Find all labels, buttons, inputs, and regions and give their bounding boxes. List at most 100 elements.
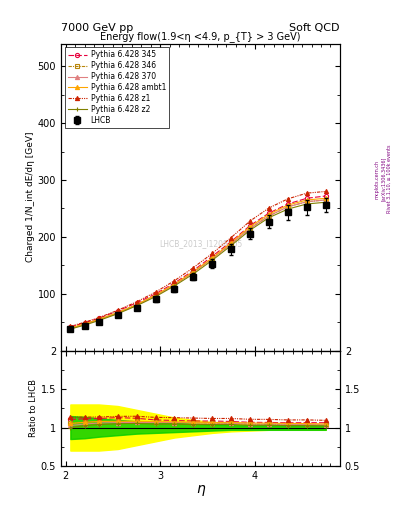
Text: [arXiv:1306.3436]: [arXiv:1306.3436]	[381, 157, 386, 201]
Pythia 6.428 z2	[266, 215, 271, 221]
Pythia 6.428 z2	[172, 283, 177, 289]
Line: Pythia 6.428 370: Pythia 6.428 370	[68, 198, 328, 331]
Pythia 6.428 z2	[82, 322, 87, 328]
Pythia 6.428 z1	[134, 298, 139, 305]
Pythia 6.428 370	[172, 282, 177, 288]
Pythia 6.428 z2	[153, 293, 158, 300]
Pythia 6.428 346	[115, 310, 120, 316]
Text: 7000 GeV pp: 7000 GeV pp	[61, 23, 133, 33]
Pythia 6.428 346	[210, 255, 215, 262]
Pythia 6.428 345	[96, 315, 101, 322]
Pythia 6.428 ambt1	[134, 302, 139, 308]
Pythia 6.428 ambt1	[286, 202, 290, 208]
Pythia 6.428 z1	[115, 307, 120, 313]
Pythia 6.428 ambt1	[305, 197, 309, 203]
Pythia 6.428 z1	[323, 188, 328, 195]
Pythia 6.428 ambt1	[266, 211, 271, 217]
Pythia 6.428 345	[134, 300, 139, 306]
Pythia 6.428 345	[210, 253, 215, 260]
Pythia 6.428 370	[191, 269, 196, 275]
Pythia 6.428 346	[323, 197, 328, 203]
Pythia 6.428 345	[305, 195, 309, 201]
Pythia 6.428 z1	[153, 289, 158, 295]
Pythia 6.428 346	[191, 269, 196, 275]
Pythia 6.428 370	[248, 225, 252, 231]
Pythia 6.428 345	[191, 267, 196, 273]
Line: Pythia 6.428 345: Pythia 6.428 345	[68, 194, 328, 329]
Pythia 6.428 345	[115, 308, 120, 314]
Legend: Pythia 6.428 345, Pythia 6.428 346, Pythia 6.428 370, Pythia 6.428 ambt1, Pythia: Pythia 6.428 345, Pythia 6.428 346, Pyth…	[65, 47, 169, 128]
Pythia 6.428 z1	[96, 315, 101, 321]
Pythia 6.428 345	[172, 280, 177, 286]
X-axis label: η: η	[196, 482, 205, 496]
Pythia 6.428 345	[153, 291, 158, 297]
Pythia 6.428 370	[153, 292, 158, 298]
Pythia 6.428 ambt1	[82, 321, 87, 327]
Pythia 6.428 345	[248, 223, 252, 229]
Pythia 6.428 370	[68, 326, 73, 332]
Pythia 6.428 370	[229, 241, 233, 247]
Pythia 6.428 370	[115, 310, 120, 316]
Pythia 6.428 z2	[96, 317, 101, 324]
Pythia 6.428 346	[153, 292, 158, 298]
Line: Pythia 6.428 z2: Pythia 6.428 z2	[68, 200, 328, 331]
Pythia 6.428 z2	[248, 227, 252, 233]
Pythia 6.428 z1	[266, 205, 271, 211]
Y-axis label: Charged 1/N_int dE/dη [GeV]: Charged 1/N_int dE/dη [GeV]	[26, 132, 35, 262]
Text: LHCB_2013_I1208105: LHCB_2013_I1208105	[159, 239, 242, 248]
Pythia 6.428 345	[68, 324, 73, 330]
Pythia 6.428 370	[305, 199, 309, 205]
Text: mcplots.cern.ch: mcplots.cern.ch	[375, 160, 380, 199]
Pythia 6.428 345	[229, 239, 233, 245]
Pythia 6.428 z1	[210, 250, 215, 257]
Pythia 6.428 z1	[172, 278, 177, 284]
Pythia 6.428 z2	[323, 199, 328, 205]
Pythia 6.428 ambt1	[210, 255, 215, 261]
Pythia 6.428 346	[248, 225, 252, 231]
Pythia 6.428 346	[82, 321, 87, 327]
Pythia 6.428 z2	[229, 242, 233, 248]
Pythia 6.428 z2	[115, 311, 120, 317]
Pythia 6.428 346	[266, 213, 271, 219]
Y-axis label: Ratio to LHCB: Ratio to LHCB	[29, 379, 38, 437]
Pythia 6.428 345	[82, 320, 87, 326]
Pythia 6.428 z2	[210, 257, 215, 263]
Pythia 6.428 370	[134, 302, 139, 308]
Pythia 6.428 370	[286, 204, 290, 210]
Text: Rivet 3.1.10, ≥ 100k events: Rivet 3.1.10, ≥ 100k events	[387, 145, 392, 214]
Pythia 6.428 346	[96, 316, 101, 323]
Pythia 6.428 ambt1	[229, 240, 233, 246]
Pythia 6.428 z1	[82, 319, 87, 325]
Pythia 6.428 ambt1	[68, 325, 73, 331]
Pythia 6.428 z2	[68, 326, 73, 332]
Pythia 6.428 ambt1	[153, 292, 158, 298]
Pythia 6.428 346	[134, 302, 139, 308]
Pythia 6.428 z1	[305, 190, 309, 196]
Pythia 6.428 ambt1	[172, 281, 177, 287]
Pythia 6.428 ambt1	[96, 316, 101, 323]
Pythia 6.428 z2	[305, 201, 309, 207]
Pythia 6.428 z2	[286, 206, 290, 212]
Pythia 6.428 ambt1	[323, 195, 328, 201]
Title: Energy flow(1.9<η <4.9, p_{T} > 3 GeV): Energy flow(1.9<η <4.9, p_{T} > 3 GeV)	[100, 31, 301, 42]
Pythia 6.428 370	[96, 317, 101, 323]
Pythia 6.428 ambt1	[248, 224, 252, 230]
Pythia 6.428 345	[286, 201, 290, 207]
Line: Pythia 6.428 z1: Pythia 6.428 z1	[68, 189, 328, 328]
Pythia 6.428 z2	[134, 303, 139, 309]
Pythia 6.428 370	[266, 213, 271, 219]
Line: Pythia 6.428 ambt1: Pythia 6.428 ambt1	[68, 196, 328, 330]
Pythia 6.428 346	[172, 282, 177, 288]
Pythia 6.428 z1	[191, 265, 196, 271]
Pythia 6.428 z2	[191, 271, 196, 277]
Pythia 6.428 345	[323, 193, 328, 199]
Pythia 6.428 370	[210, 255, 215, 262]
Text: Soft QCD: Soft QCD	[290, 23, 340, 33]
Pythia 6.428 370	[323, 197, 328, 203]
Pythia 6.428 346	[305, 199, 309, 205]
Pythia 6.428 346	[229, 241, 233, 247]
Pythia 6.428 z1	[229, 234, 233, 241]
Pythia 6.428 z1	[248, 218, 252, 224]
Line: Pythia 6.428 346: Pythia 6.428 346	[68, 198, 328, 330]
Pythia 6.428 370	[82, 322, 87, 328]
